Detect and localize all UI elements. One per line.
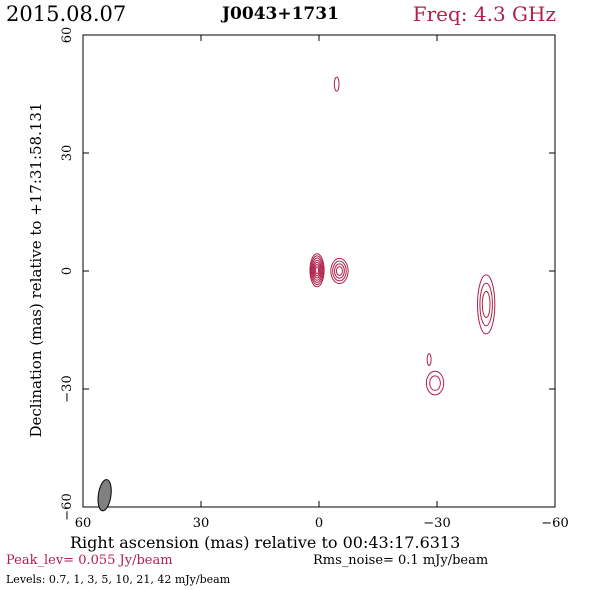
y-tick-label: 30 [60, 145, 75, 162]
y-axis-label: Declination (mas) relative to +17:31:58.… [27, 102, 45, 438]
x-tick-label: 60 [75, 516, 92, 531]
contour-west-jet [479, 282, 493, 327]
contour-core-east-knot [332, 260, 347, 282]
x-tick-label: −60 [541, 516, 568, 531]
x-tick-label: 30 [193, 516, 210, 531]
contour-west-jet [477, 274, 496, 335]
y-tick-label: 60 [60, 27, 75, 44]
y-tick-label: −30 [60, 375, 75, 402]
contour-core [314, 264, 320, 277]
contour-levels-label: Levels: 0.7, 1, 3, 5, 10, 21, 42 mJy/bea… [6, 573, 231, 586]
contour-core [311, 257, 323, 283]
rms-noise-label: Rms_noise= 0.1 mJy/beam [313, 553, 489, 568]
peak-level-label: Peak_lev= 0.055 Jy/beam [6, 553, 173, 568]
contour-west-jet [481, 290, 491, 319]
contour-core [313, 261, 321, 279]
contour-core [312, 259, 322, 281]
x-tick-label: 0 [315, 516, 323, 531]
source-name: J0043+1731 [222, 4, 339, 24]
contour-core [310, 255, 324, 286]
contour-north-spot [333, 76, 340, 92]
contour-core-east-knot [334, 263, 345, 279]
contour-southwest-blob [425, 370, 445, 396]
contour-core [315, 266, 320, 275]
contour-core [309, 253, 325, 288]
y-tick-label: −60 [60, 493, 75, 520]
x-axis-label: Right ascension (mas) relative to 00:43:… [70, 533, 461, 552]
contour-southwest-blob [429, 375, 441, 391]
frequency-label: Freq: 4.3 GHz [412, 2, 556, 26]
observation-date: 2015.08.07 [6, 2, 127, 26]
beam-ellipse [97, 479, 112, 512]
contour-core-east-knot [330, 257, 349, 285]
y-tick-label: 0 [60, 267, 75, 275]
contour-core-east-knot [335, 266, 343, 276]
contour-southwest-spot [426, 353, 432, 366]
x-tick-label: −30 [423, 516, 450, 531]
